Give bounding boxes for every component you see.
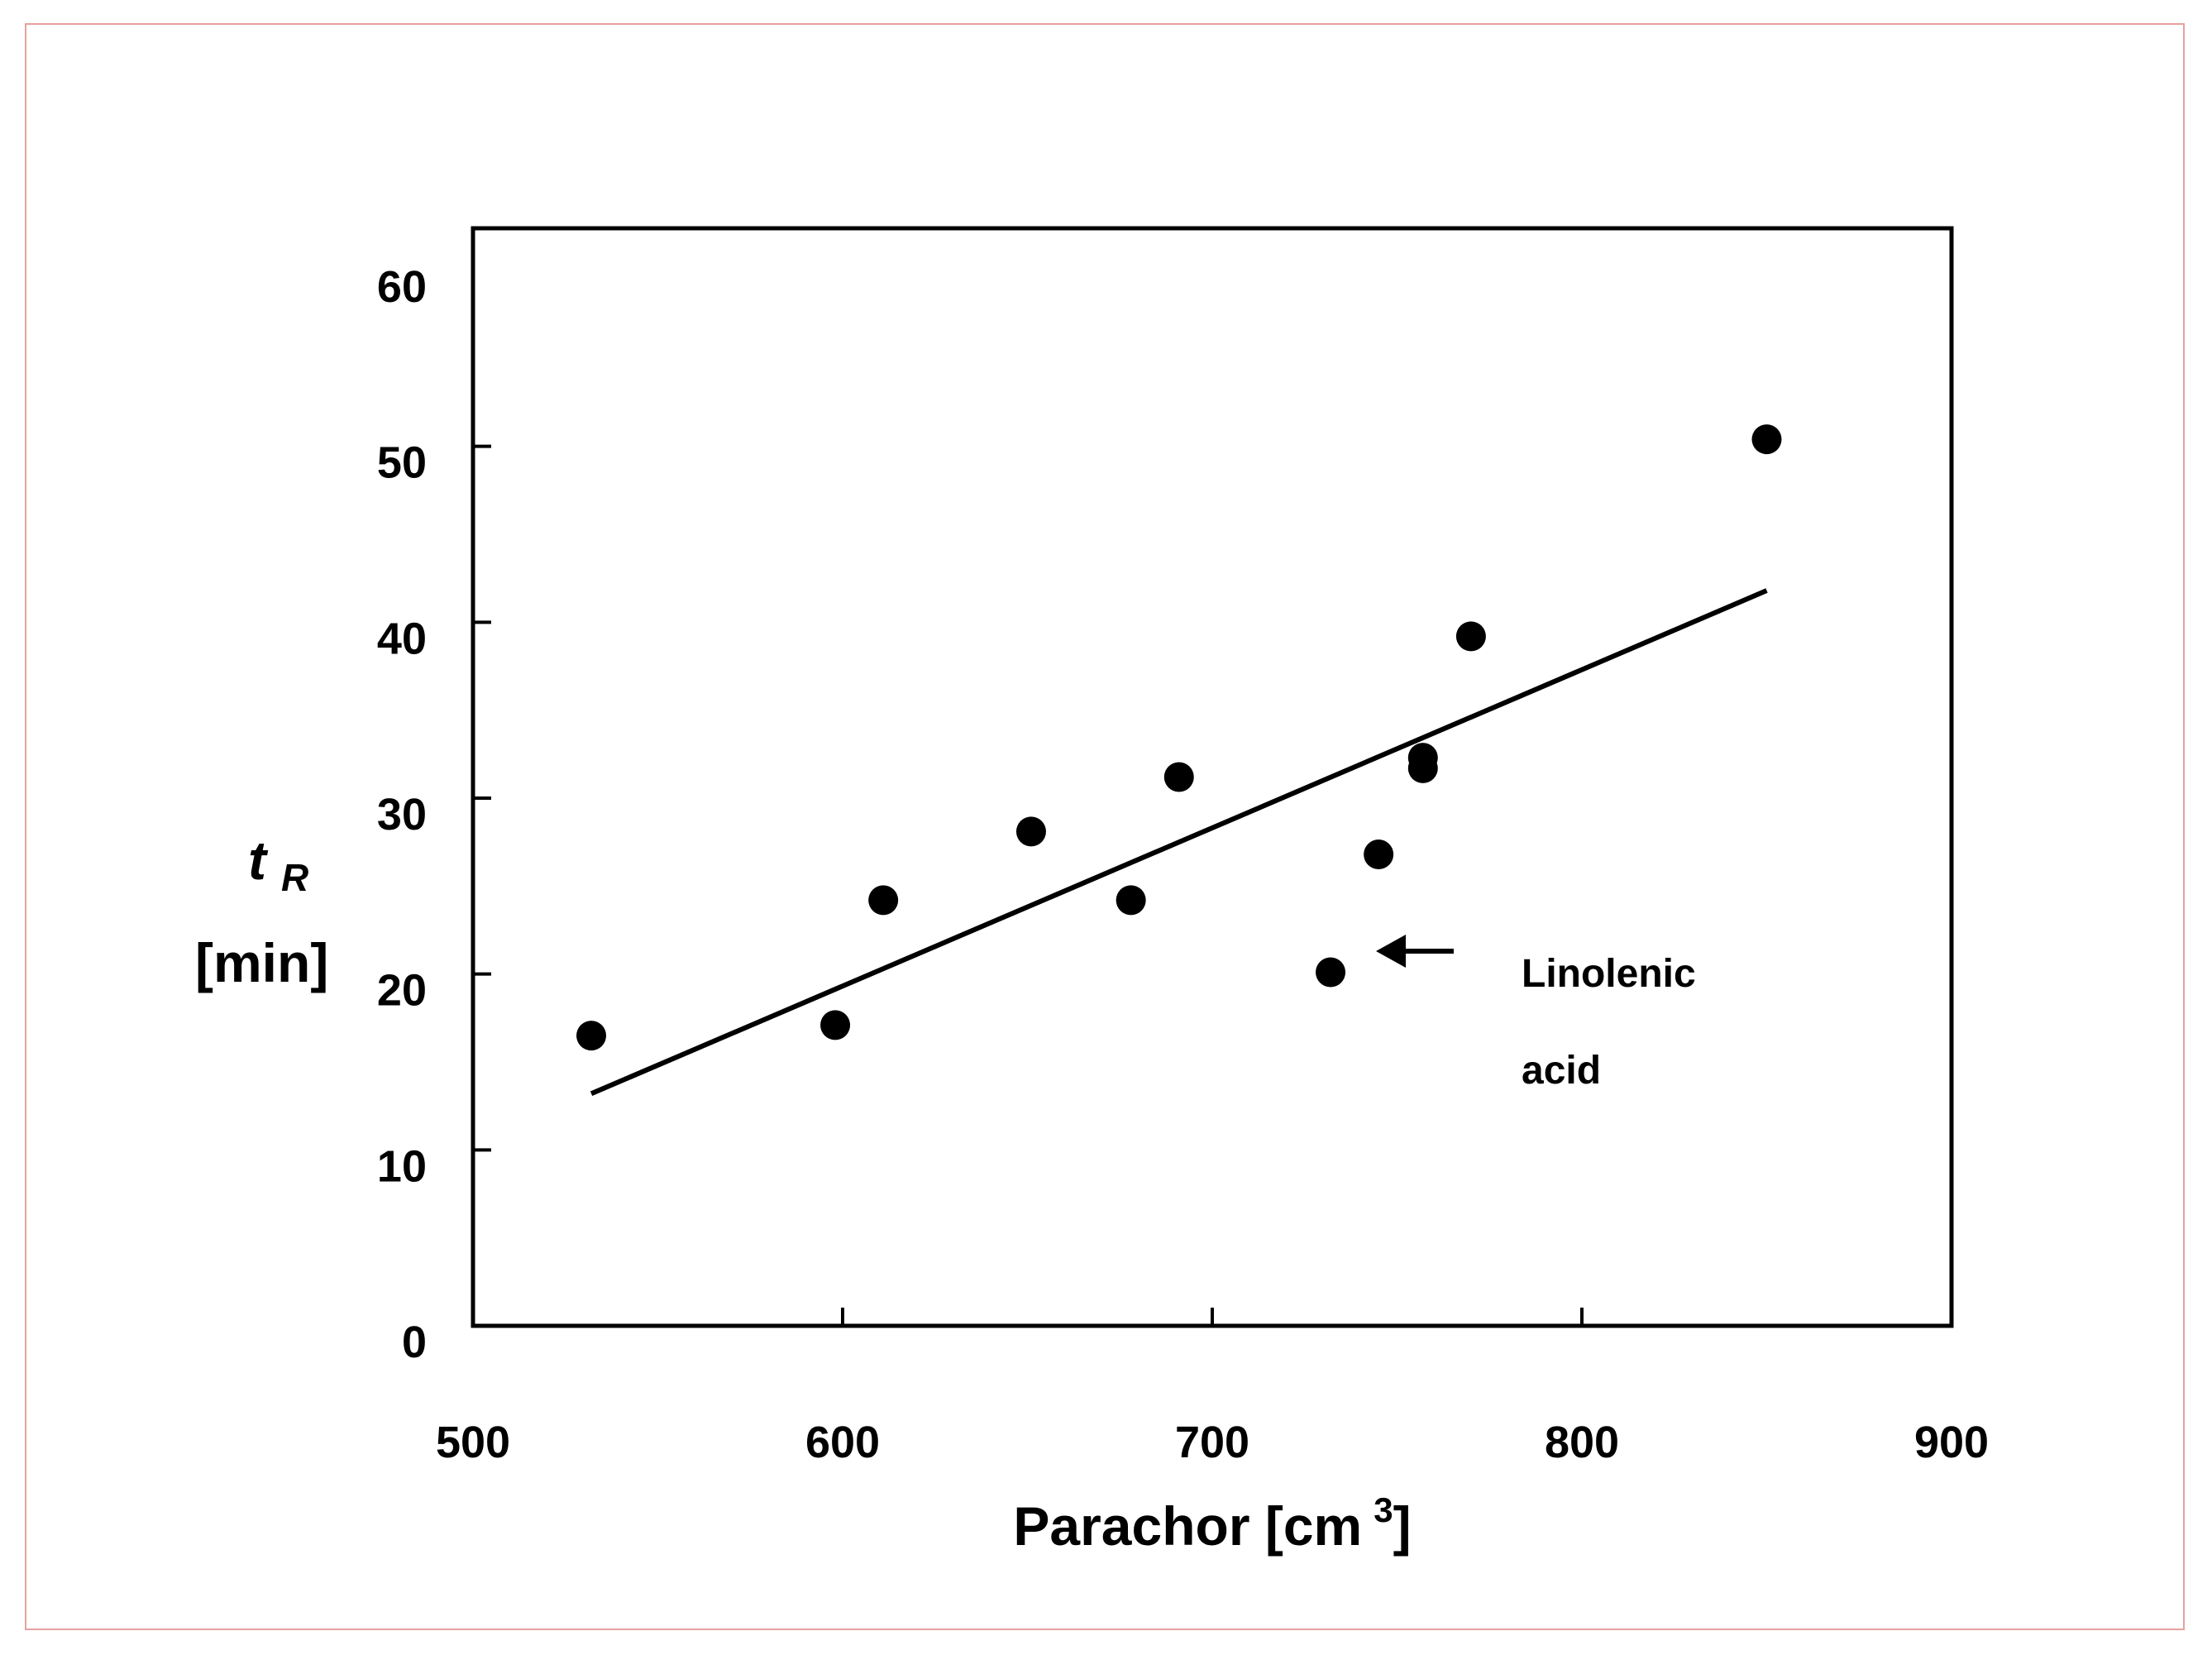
data-point — [868, 885, 899, 916]
data-point — [1116, 885, 1146, 916]
x-tick-label: 800 — [1545, 1418, 1619, 1467]
data-point — [1163, 762, 1194, 792]
x-tick-label: 600 — [805, 1418, 880, 1467]
data-point — [1455, 621, 1486, 652]
y-tick-label: 40 — [377, 614, 427, 663]
x-axis-ticks: 500 600 700 800 900 — [436, 1308, 1989, 1467]
data-point — [1316, 957, 1346, 988]
figure-frame — [25, 23, 2185, 1630]
y-axis-title-unit: [min] — [195, 932, 328, 993]
y-axis-ticks: 0 10 20 30 40 50 60 — [377, 262, 491, 1367]
trendline — [590, 588, 1768, 1097]
annotation: Linolenic acid — [1376, 935, 1696, 1093]
annotation-text-line1: Linolenic — [1522, 952, 1696, 996]
data-point — [1751, 424, 1782, 455]
y-tick-label: 60 — [377, 262, 427, 312]
y-tick-label: 0 — [402, 1318, 427, 1367]
x-tick-label: 500 — [436, 1418, 510, 1467]
annotation-text-line2: acid — [1522, 1049, 1601, 1093]
x-tick-label: 700 — [1175, 1418, 1249, 1467]
y-tick-label: 20 — [377, 966, 427, 1016]
y-tick-label: 30 — [377, 790, 427, 839]
data-point — [576, 1021, 607, 1051]
plot-area — [471, 226, 1954, 1328]
data-point — [1407, 743, 1438, 773]
annotation-arrowhead — [1376, 935, 1406, 968]
y-tick-label: 10 — [377, 1141, 427, 1191]
x-axis-title: Parachor [cm 3] — [1013, 1490, 1411, 1557]
data-point — [820, 1010, 851, 1040]
y-tick-label: 50 — [377, 438, 427, 488]
data-points — [576, 424, 1782, 1051]
data-point — [1015, 816, 1046, 847]
trendline-group — [590, 588, 1768, 1097]
data-point — [1364, 839, 1394, 870]
x-tick-label: 900 — [1914, 1418, 1989, 1467]
